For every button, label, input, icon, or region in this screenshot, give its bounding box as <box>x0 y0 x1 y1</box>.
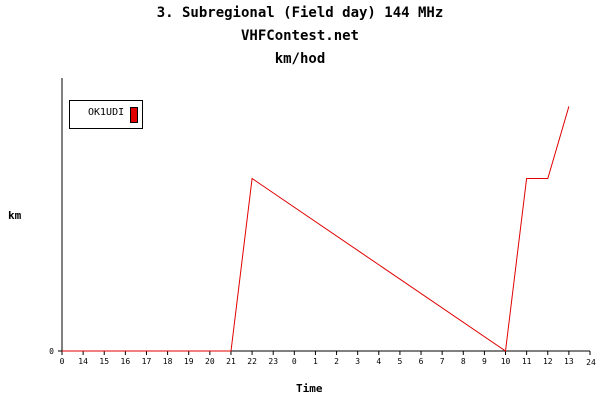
y-axis-label: km <box>8 209 22 222</box>
x-tick-label: 19 <box>184 357 194 366</box>
x-tick-label: 8 <box>461 357 466 366</box>
x-tick-label: 1 <box>313 357 318 366</box>
x-tick-label: 4 <box>376 357 381 366</box>
x-tick-label: 24 <box>586 358 596 367</box>
x-tick-label: 17 <box>142 357 152 366</box>
x-tick-label: 7 <box>440 357 445 366</box>
series-line-ok1udi <box>62 106 570 352</box>
x-tick-label: 15 <box>99 357 109 366</box>
x-tick-label: 9 <box>482 357 487 366</box>
x-tick-label: 2 <box>334 357 339 366</box>
x-tick-label: 11 <box>522 357 532 366</box>
x-tick-label: 20 <box>205 357 215 366</box>
legend: OK1UDI <box>69 100 143 129</box>
x-tick-label: 5 <box>398 357 403 366</box>
x-tick-label: 22 <box>247 357 257 366</box>
x-tick-label: 6 <box>419 357 424 366</box>
y-ticks: 0 <box>49 347 62 356</box>
x-tick-label: 18 <box>163 357 173 366</box>
x-tick-label: 16 <box>121 357 131 366</box>
x-ticks: 0 14 15 16 17 18 19 20 21 22 23 0 1 2 3 4 5 6 7 8 9 10 11 12 13 2… <box>60 351 596 367</box>
x-tick-label: 0 <box>292 357 297 366</box>
legend-label: OK1UDI <box>88 107 125 118</box>
x-tick-label: 12 <box>543 357 553 366</box>
x-tick-label: 3 <box>355 357 360 366</box>
chart-title: 3. Subregional (Field day) 144 MHz <box>156 5 444 21</box>
x-tick-label: 13 <box>564 357 574 366</box>
x-axis-label: Time <box>296 382 323 395</box>
legend-swatch <box>130 107 138 123</box>
chart-unit-title: km/hod <box>274 51 326 67</box>
x-tick-label: 10 <box>501 357 511 366</box>
y-tick-label: 0 <box>49 347 54 356</box>
chart-subtitle: VHFContest.net <box>240 28 359 44</box>
x-tick-label: 21 <box>226 357 236 366</box>
x-tick-label: 14 <box>78 357 88 366</box>
x-tick-label: 23 <box>268 357 278 366</box>
plot-area <box>62 106 570 352</box>
x-tick-label: 0 <box>60 357 65 366</box>
